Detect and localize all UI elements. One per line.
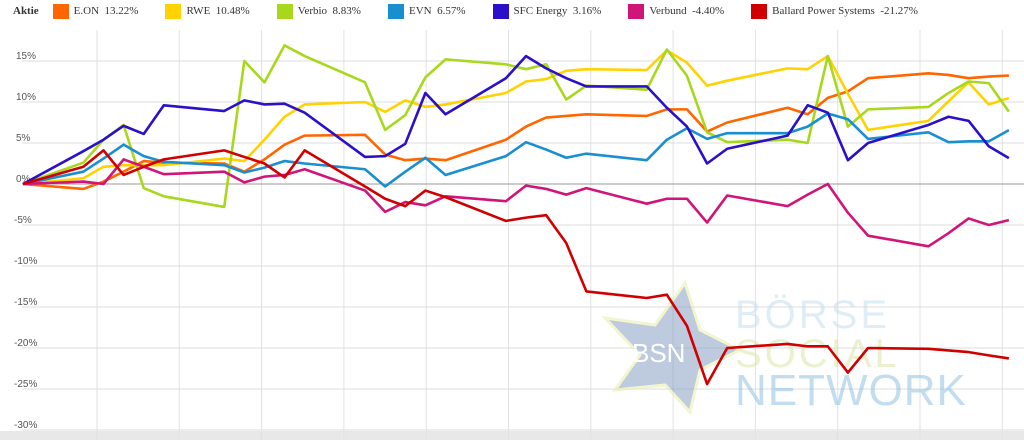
series-line-rwe[interactable] <box>22 49 1010 186</box>
legend-change: 8.83% <box>332 5 361 17</box>
y-tick-label: -5% <box>14 215 32 226</box>
y-tick-label: 15% <box>16 51 36 62</box>
legend-swatch <box>751 3 768 19</box>
legend-item[interactable]: Verbund -4.40% <box>628 3 725 19</box>
legend-name: Ballard Power Systems <box>772 5 875 17</box>
legend-change: 10.48% <box>215 5 250 17</box>
legend-item[interactable]: RWE 10.48% <box>165 3 250 19</box>
legend-swatch <box>165 3 182 19</box>
watermark-line2: SOCIAL <box>735 332 900 376</box>
series-line-verbio[interactable] <box>22 44 1010 209</box>
legend-change: -4.40% <box>692 5 725 17</box>
legend-item[interactable]: Verbio 8.83% <box>276 3 361 19</box>
bsn-watermark-logo: BSN BÖRSE SOCIAL NETWORK <box>600 279 967 416</box>
y-tick-label: -10% <box>14 256 37 267</box>
watermark-line1: BÖRSE <box>735 293 890 337</box>
legend-swatch <box>387 3 404 19</box>
star-logo-icon <box>600 279 744 416</box>
legend-name: RWE <box>186 5 211 17</box>
legend-change: 3.16% <box>572 5 602 17</box>
navigator-scrollbar[interactable] <box>0 431 1024 440</box>
legend-change: -21.27% <box>880 5 918 17</box>
y-tick-label: -30% <box>14 420 37 431</box>
legend-item[interactable]: E.ON 13.22% <box>52 3 139 19</box>
y-tick-label: -15% <box>14 297 37 308</box>
legend-swatch <box>276 3 293 19</box>
series-line-ballard-power-systems[interactable] <box>22 149 1010 386</box>
legend-item[interactable]: SFC Energy 3.16% <box>492 3 602 19</box>
y-tick-label: 0% <box>16 174 31 185</box>
watermark-line3: NETWORK <box>735 366 967 415</box>
y-tick-label: -25% <box>14 379 37 390</box>
watermark-badge: BSN <box>632 338 685 368</box>
legend-item[interactable]: EVN 6.57% <box>387 3 466 19</box>
legend-change: 6.57% <box>437 5 466 17</box>
series-line-verbund[interactable] <box>22 158 1010 248</box>
legend-swatch <box>628 3 645 19</box>
legend-name: SFC Energy <box>513 5 568 17</box>
legend-swatch <box>492 3 509 19</box>
legend-item[interactable]: Ballard Power Systems -21.27% <box>751 3 918 19</box>
series-lines <box>22 44 1010 386</box>
series-line-evn[interactable] <box>22 112 1010 188</box>
series-line-sfc-energy[interactable] <box>22 54 1010 186</box>
y-tick-label: 5% <box>16 133 31 144</box>
legend-name: Verbio <box>297 5 328 17</box>
legend-name: E.ON <box>73 5 100 17</box>
y-tick-label: 10% <box>16 92 36 103</box>
legend-change: 13.22% <box>104 5 139 17</box>
legend-swatch <box>52 3 69 19</box>
legend-name: Verbund <box>649 5 687 17</box>
vertical-gridlines <box>96 30 1003 440</box>
legend-title: Aktie <box>13 5 39 17</box>
y-tick-label: -20% <box>14 338 37 349</box>
legend-name: EVN <box>408 5 432 17</box>
legend: Aktie E.ON 13.22% RWE 10.48% Verbio 8.83% E… <box>0 0 1024 22</box>
